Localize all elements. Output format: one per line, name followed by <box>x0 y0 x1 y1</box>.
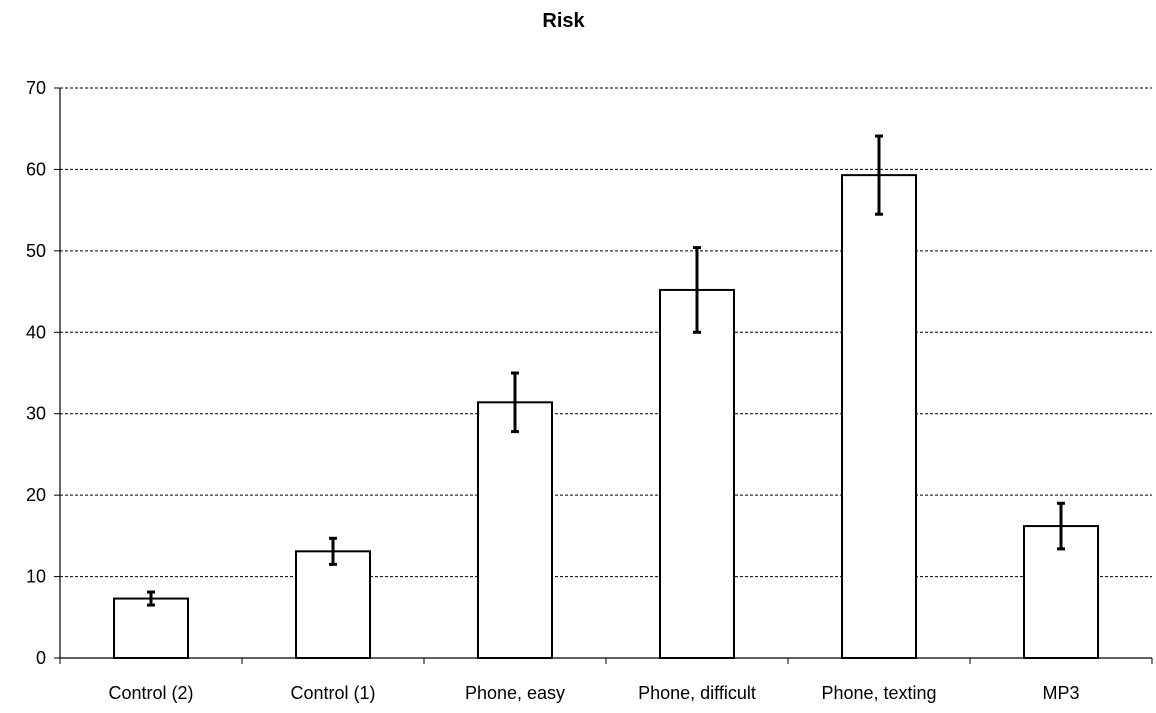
axes <box>54 87 1153 664</box>
x-tick-labels: Control (2) Control (1) Phone, easy Phone, … <box>108 683 1079 703</box>
bar <box>477 401 553 660</box>
y-tick-labels: 0 10 20 30 40 50 60 70 <box>26 78 46 668</box>
y-tick-label: 60 <box>26 159 46 179</box>
bar <box>295 550 371 659</box>
x-tick-label: Phone, texting <box>821 683 936 703</box>
y-tick-label: 10 <box>26 567 46 587</box>
y-tick-label: 20 <box>26 485 46 505</box>
bars <box>113 174 1099 660</box>
x-tick-label: MP3 <box>1042 683 1079 703</box>
bar <box>659 288 735 659</box>
x-tick-label: Control (1) <box>290 683 375 703</box>
y-tick-label: 50 <box>26 241 46 261</box>
x-tick-label: Phone, difficult <box>638 683 756 703</box>
error-bars <box>147 134 1065 607</box>
x-tick-label: Control (2) <box>108 683 193 703</box>
y-tick-label: 0 <box>36 648 46 668</box>
y-tick-label: 40 <box>26 322 46 342</box>
y-tick-label: 70 <box>26 78 46 98</box>
bar <box>113 597 189 659</box>
x-tick-label: Phone, easy <box>465 683 565 703</box>
bar <box>841 174 917 659</box>
y-tick-label: 30 <box>26 404 46 424</box>
gridlines <box>60 87 1152 578</box>
chart-title: Risk <box>542 10 585 32</box>
